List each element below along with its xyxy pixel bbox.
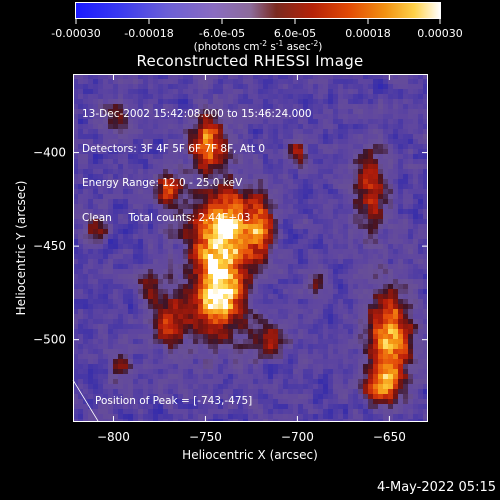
x-tick-label: −700 (281, 430, 314, 444)
annotation-time: 13-Dec-2002 15:42:08.000 to 15:46:24.000 (82, 108, 312, 120)
colorbar-units: (photons cm-2 s-1 asec-2) (194, 39, 323, 53)
colorbar (75, 2, 441, 19)
y-tick-label: −500 (33, 333, 66, 347)
annotation-block: 13-Dec-2002 15:42:08.000 to 15:46:24.000… (82, 86, 312, 236)
x-tick-label: −650 (373, 430, 406, 444)
annotation-counts: Clean Total counts: 2.44E+03 (82, 211, 251, 224)
y-axis-label: Heliocentric Y (arcsec) (14, 181, 28, 316)
colorbar-tick-label: 6.0e-05 (274, 27, 316, 40)
colorbar-tick-label: -0.00018 (124, 27, 173, 40)
colorbar-tick-label: 0.00018 (345, 27, 391, 40)
colorbar-tick-label: -0.00030 (51, 27, 100, 40)
y-tick-label: −450 (33, 239, 66, 253)
colorbar-ticks: -0.00030 -0.00018 -6.0e-05 6.0e-05 0.000… (51, 19, 463, 53)
colorbar-tick-label: 0.00030 (417, 27, 463, 40)
chart-title: Reconstructed RHESSI Image (136, 52, 364, 70)
x-tick-label: −800 (97, 430, 130, 444)
peak-position-label: Position of Peak = [-743,-475] (95, 395, 253, 407)
annotation-energy: Energy Range: 12.0 - 25.0 keV (82, 177, 243, 189)
x-tick-label: −750 (189, 430, 222, 444)
colorbar-tick-label: -6.0e-05 (199, 27, 245, 40)
y-tick-label: −400 (33, 146, 66, 160)
x-axis-label: Heliocentric X (arcsec) (182, 448, 318, 462)
footer-date: 4-May-2022 05:15 (377, 480, 496, 495)
annotation-detectors: Detectors: 3F 4F 5F 6F 7F 8F, Att 0 (82, 142, 266, 155)
